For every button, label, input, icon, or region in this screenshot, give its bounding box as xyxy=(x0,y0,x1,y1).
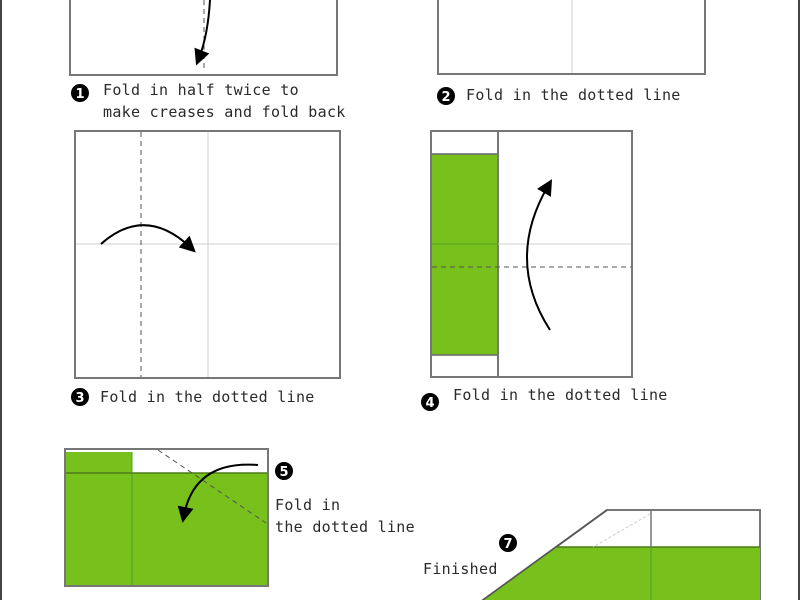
fold-arrow-icon xyxy=(100,224,196,253)
left-border xyxy=(0,0,2,600)
step-3-text: Fold in the dotted line xyxy=(100,388,315,406)
step-5-text-line-1: Fold in xyxy=(275,496,340,514)
step-7: 7 Finished xyxy=(423,509,761,600)
step-4-text: Fold in the dotted line xyxy=(453,386,668,404)
step-number-badge xyxy=(275,462,293,480)
step-number: 7 xyxy=(503,537,512,552)
finished-green-face xyxy=(483,547,760,600)
step-number-badge xyxy=(71,84,89,102)
step-4: 4 Fold in the dotted line xyxy=(421,130,668,411)
step-number-badge xyxy=(71,388,89,406)
step-number: 5 xyxy=(279,465,288,480)
step-1-text-line-2: make creases and fold back xyxy=(103,103,346,121)
step-number: 4 xyxy=(425,396,434,411)
folded-flap xyxy=(66,452,132,473)
folded-body xyxy=(66,473,267,585)
fold-arrow-icon xyxy=(177,463,259,523)
step-1-text-line-1: Fold in half twice to xyxy=(103,81,299,99)
step-number-badge xyxy=(421,393,439,411)
fold-line xyxy=(157,449,267,524)
step-5: 5 Fold in the dotted line xyxy=(64,448,415,587)
step-number-badge xyxy=(499,534,517,552)
step-number: 2 xyxy=(441,90,450,105)
right-border xyxy=(798,0,800,600)
step-3: 3 Fold in the dotted line xyxy=(71,130,341,406)
step-5-text-line-2: the dotted line xyxy=(275,518,415,536)
step-2: 2 Fold in the dotted line xyxy=(437,0,706,105)
finished-text: Finished xyxy=(423,560,498,578)
step-2-text: Fold in the dotted line xyxy=(466,86,681,104)
step-number: 3 xyxy=(75,391,84,406)
fold-arrow-icon xyxy=(194,0,211,66)
step-1: 1 Fold in half twice to make creases and… xyxy=(69,0,346,121)
step-number: 1 xyxy=(75,87,84,102)
step-number-badge xyxy=(437,87,455,105)
fold-arrow-icon xyxy=(526,179,553,331)
folded-flap xyxy=(432,154,498,355)
